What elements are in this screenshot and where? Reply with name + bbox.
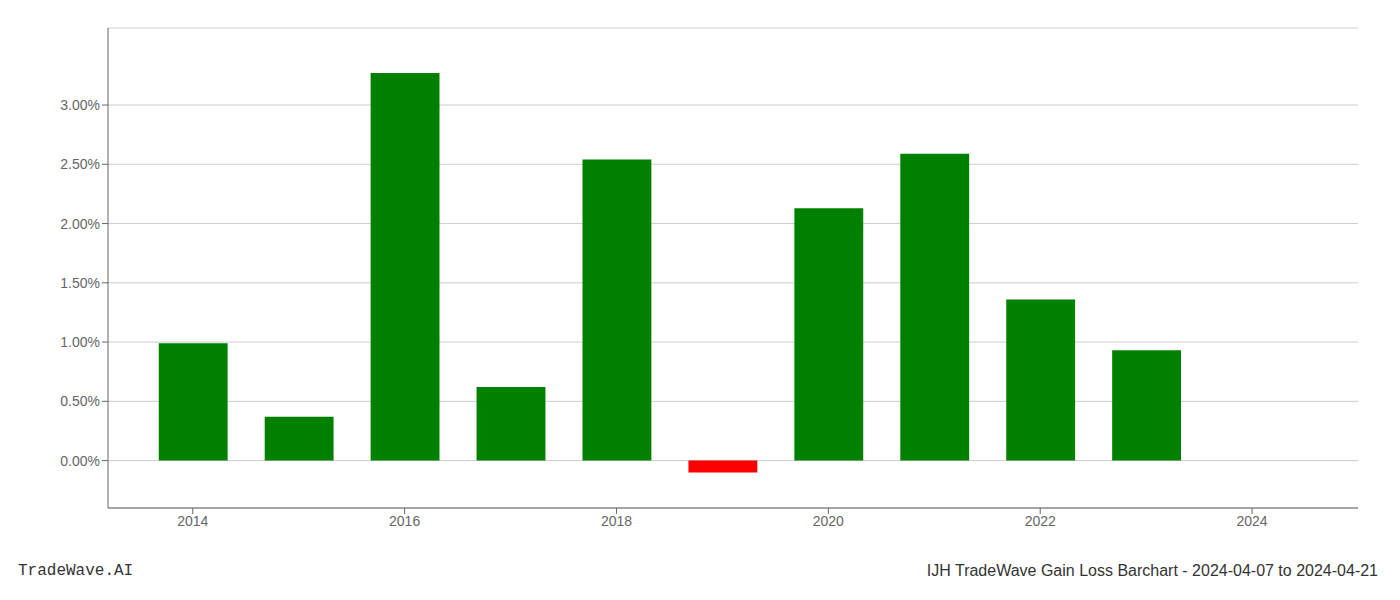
svg-text:2018: 2018 xyxy=(601,513,632,529)
svg-text:2.00%: 2.00% xyxy=(60,216,100,232)
html-text:IJH TradeWave Gain Loss Barcha: IJH TradeWave Gain Loss Barchart - 2024-… xyxy=(926,562,1378,579)
svg-text:3.00%: 3.00% xyxy=(60,97,100,113)
html-text:TradeWave.AI: TradeWave.AI xyxy=(18,562,134,580)
svg-text:1.00%: 1.00% xyxy=(60,334,100,350)
svg-text:1.50%: 1.50% xyxy=(60,275,100,291)
svg-text:2.50%: 2.50% xyxy=(60,156,100,172)
svg-text:2024: 2024 xyxy=(1236,513,1267,529)
svg-text:0.50%: 0.50% xyxy=(60,393,100,409)
svg-text:0.00%: 0.00% xyxy=(60,453,100,469)
svg-text:2014: 2014 xyxy=(177,513,208,529)
svg-text:2022: 2022 xyxy=(1025,513,1056,529)
svg-text:2020: 2020 xyxy=(813,513,844,529)
svg-text:2016: 2016 xyxy=(389,513,420,529)
